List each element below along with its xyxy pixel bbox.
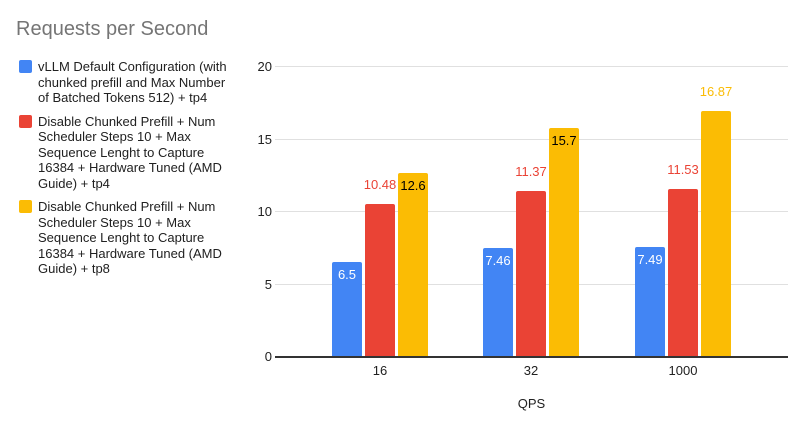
legend-swatch-icon: [19, 114, 32, 128]
legend-label: Disable Chunked Prefill + Num Scheduler …: [38, 113, 222, 191]
bar-label-series0-32: 7.46: [485, 252, 511, 268]
legend-label: vLLM Default Configuration (with chunked…: [38, 59, 227, 105]
bar-series2-1000: [701, 111, 731, 356]
y-tick-label-15: 15: [257, 131, 272, 147]
y-tick-label-10: 10: [257, 204, 272, 219]
legend-item-0: vLLM Default Configuration (with chunked…: [19, 59, 249, 106]
y-tick-label-0: 0: [264, 349, 272, 364]
bar-series0-16: [332, 261, 362, 356]
x-tick-label-1000: 1000: [668, 363, 698, 378]
bar-label-series1-32: 11.37: [515, 164, 547, 180]
bar-series1-16: [365, 204, 395, 356]
x-tick-label-32: 32: [523, 363, 539, 378]
bar-series1-1000: [668, 188, 698, 356]
gridline-15: [275, 138, 788, 140]
legend-swatch-icon: [19, 200, 32, 213]
bar-label-series2-1000: 16.87: [699, 84, 733, 100]
x-axis-line: [275, 356, 788, 358]
legend-item-2: Disable Chunked Prefill + Num Scheduler …: [19, 199, 249, 277]
bar-series2-32: [549, 128, 579, 356]
bar-label-series0-1000: 7.49: [637, 252, 663, 268]
bar-series2-16: [398, 173, 428, 356]
bar-series1-32: [516, 191, 546, 356]
chart-title: Requests per Second: [16, 18, 209, 40]
y-tick-label-5: 5: [264, 276, 272, 292]
bar-label-series2-16: 12.6: [400, 178, 426, 194]
legend-label: Disable Chunked Prefill + Num Scheduler …: [38, 199, 222, 276]
bar-label-series2-32: 15.7: [551, 133, 577, 149]
legend-item-1: Disable Chunked Prefill + Num Scheduler …: [19, 114, 249, 192]
bar-series0-32: [483, 247, 513, 356]
bar-label-series1-16: 10.48: [363, 177, 397, 193]
x-tick-label-16: 16: [372, 363, 388, 378]
gridline-20: [275, 66, 788, 67]
bar-label-series0-16: 6.5: [337, 266, 357, 282]
bar-label-series1-1000: 11.53: [667, 161, 699, 177]
chart-legend: vLLM Default Configuration (with chunked…: [19, 59, 249, 285]
y-tick-label-20: 20: [257, 59, 272, 74]
x-axis-title: QPS: [517, 396, 546, 411]
legend-swatch-icon: [19, 60, 32, 73]
bar-series0-1000: [635, 247, 665, 356]
